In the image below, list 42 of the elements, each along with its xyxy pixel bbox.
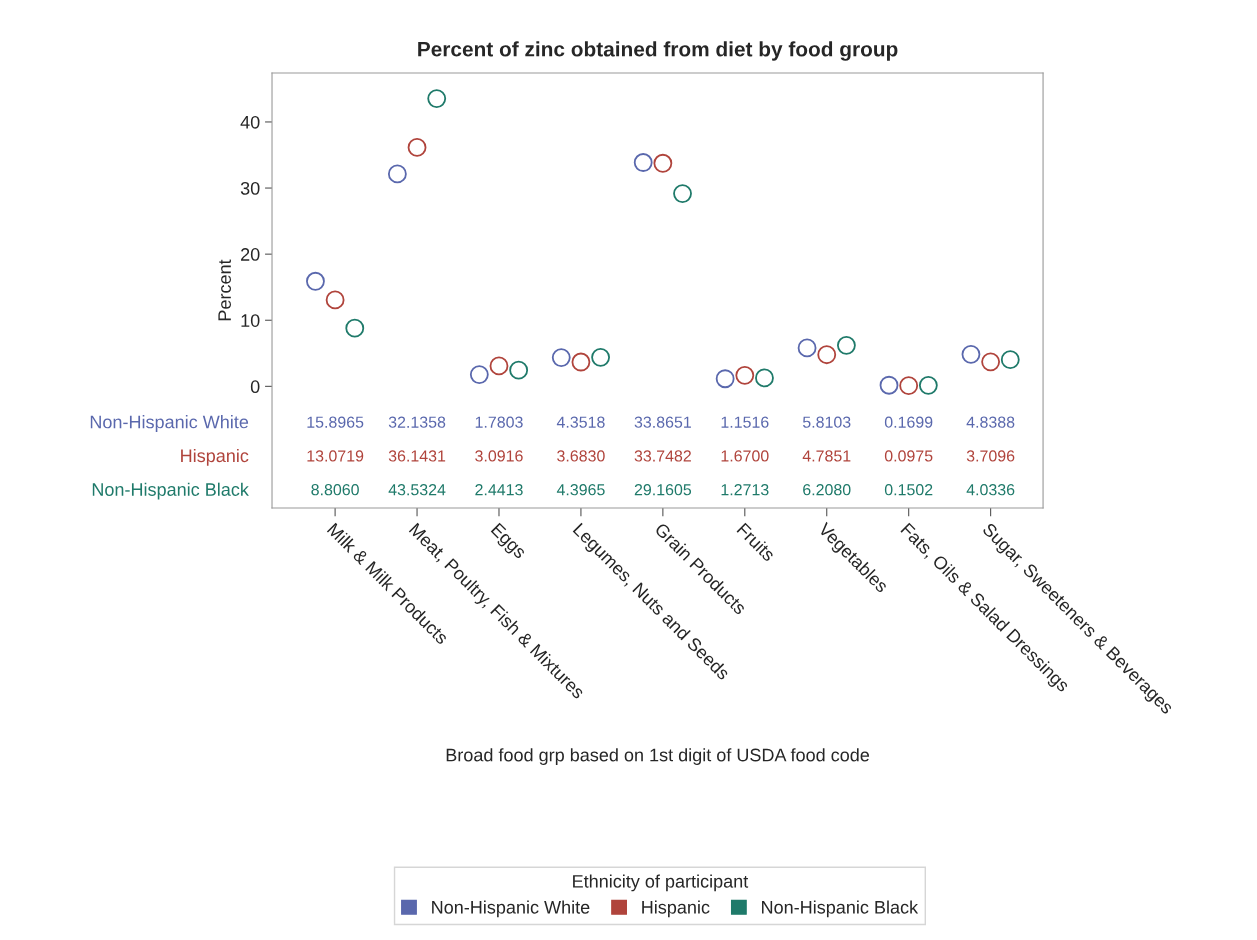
annotation: 33.8651 xyxy=(634,416,691,428)
annotation: 33.7482 xyxy=(634,450,691,462)
y-tick-label: 10 xyxy=(241,314,260,327)
annotation: 0.1699 xyxy=(884,416,933,428)
legend-label: Hispanic xyxy=(642,900,710,918)
annotation: 36.1431 xyxy=(388,450,446,462)
annotation: 1.7803 xyxy=(475,416,523,428)
y-tick-label: 0 xyxy=(250,380,260,394)
y-axis-title: Percent xyxy=(218,259,231,321)
annotation: 4.0336 xyxy=(966,484,1015,496)
legend-label: Non-Hispanic Black xyxy=(762,900,919,918)
annotation: 1.6700 xyxy=(721,450,769,462)
annotation: 4.7851 xyxy=(802,450,851,462)
annotation: 1.1516 xyxy=(721,416,769,428)
text: Non-Hispanic White xyxy=(90,415,249,432)
annotation: 4.3965 xyxy=(556,484,605,496)
annotation: 6.2080 xyxy=(803,484,851,496)
annotation: 1.2713 xyxy=(721,484,769,496)
legend-title: Ethnicity of participant xyxy=(573,874,749,892)
x-axis-title: Broad food grp based on 1st digit of USDA food code xyxy=(446,748,870,765)
annotation: 0.1502 xyxy=(884,484,933,496)
annotation: 0.0975 xyxy=(884,450,933,462)
annotation: 5.8103 xyxy=(802,416,851,428)
annotation: 3.6830 xyxy=(557,450,605,462)
annotation: 15.8965 xyxy=(307,416,364,428)
annotation: 3.7096 xyxy=(966,450,1015,462)
annotation: 3.0916 xyxy=(475,450,523,462)
y-tick-label: 30 xyxy=(240,181,260,195)
text: Hispanic xyxy=(181,448,249,466)
annotation: 4.8388 xyxy=(966,416,1015,428)
y-tick-label: 40 xyxy=(240,115,260,129)
text: Non-Hispanic Black xyxy=(92,482,249,500)
annotation: 43.5324 xyxy=(388,484,446,496)
annotation: 4.3518 xyxy=(556,416,605,428)
annotation: 2.4413 xyxy=(475,484,523,496)
chart-title: Percent of zinc obtained from diet by food group xyxy=(418,41,898,61)
annotation: 13.0719 xyxy=(307,450,364,462)
annotation: 29.1605 xyxy=(634,484,692,496)
annotation: 8.8060 xyxy=(311,484,359,496)
y-tick-label: 20 xyxy=(241,248,260,261)
legend-label: Non-Hispanic White xyxy=(432,900,590,918)
annotation: 32.1358 xyxy=(388,416,446,428)
